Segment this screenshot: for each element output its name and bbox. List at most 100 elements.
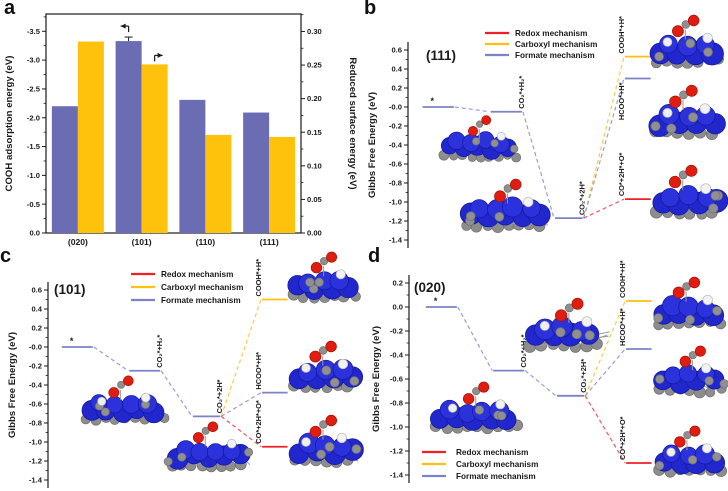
tick-label: -0.6 bbox=[390, 375, 403, 384]
right-axis-title: Reduced surface energy (eV) bbox=[347, 57, 358, 189]
atom bbox=[719, 379, 728, 389]
state-label: CO₂*+H₂* bbox=[155, 335, 164, 368]
tick-label-left: -2.0 bbox=[27, 113, 40, 122]
atom bbox=[108, 387, 120, 399]
axis-arrow-right-head bbox=[157, 52, 163, 58]
atom bbox=[700, 183, 712, 195]
tick-label: -0.2 bbox=[390, 327, 403, 336]
state-label: CO₂*+H₂* bbox=[517, 76, 526, 109]
atom bbox=[177, 452, 187, 462]
energy-diagram-c: 0.6 0.4 0.2 -0.0 -0.2 -0.4 -0.6 -0.8 -1.0 -1.2 -1.… bbox=[7, 251, 364, 488]
atom bbox=[336, 432, 347, 444]
atom bbox=[510, 178, 522, 191]
atom bbox=[666, 123, 677, 134]
connector-formate bbox=[524, 370, 557, 397]
tick-label-left: -2.5 bbox=[27, 85, 41, 94]
tick-label: -1.4 bbox=[390, 471, 404, 480]
bar-cooh-(020) bbox=[51, 106, 78, 233]
atom bbox=[571, 329, 582, 340]
atom bbox=[309, 425, 322, 438]
legend-label: Carboxyl mechanism bbox=[456, 460, 538, 469]
slab-co-2h-o-adsorbed bbox=[649, 164, 728, 220]
panel-letter-d: d bbox=[368, 245, 381, 267]
atom bbox=[688, 276, 701, 289]
atom bbox=[685, 84, 698, 97]
atom bbox=[201, 426, 210, 435]
atom bbox=[688, 112, 699, 123]
tick-label: 0.4 bbox=[391, 65, 402, 74]
atom bbox=[523, 196, 534, 208]
tick-label-left: -1.0 bbox=[27, 171, 40, 180]
atom bbox=[325, 340, 337, 353]
atom bbox=[687, 14, 700, 27]
slab-hcoo-h-adsorbed bbox=[648, 84, 726, 141]
atom bbox=[650, 121, 661, 132]
tick-label-left: -1.5 bbox=[27, 142, 41, 151]
state-label-initial: * bbox=[431, 96, 435, 106]
atom bbox=[206, 443, 225, 461]
atom bbox=[495, 399, 506, 410]
bar-surface-energy-(111) bbox=[269, 136, 296, 233]
atom bbox=[301, 437, 311, 447]
panel-c: c 0.6 0.4 0.2 -0.0 -0.2 -0.4 -0.6 -0.8 -1.0 -1.2 -… bbox=[0, 245, 364, 491]
atom bbox=[662, 107, 673, 118]
atom bbox=[687, 455, 698, 465]
atom bbox=[100, 407, 110, 417]
tick-label: -0.0 bbox=[29, 343, 42, 352]
surface-label: (101) bbox=[54, 282, 86, 297]
tick-label-right: 0.00 bbox=[307, 229, 322, 238]
atom bbox=[511, 152, 522, 163]
legend-label: Carboxyl mechanism bbox=[515, 40, 597, 49]
atom bbox=[702, 294, 713, 306]
slab-co-2h-o-adsorbed bbox=[653, 425, 728, 478]
connector-formate bbox=[457, 306, 493, 371]
tick-label-right: 0.20 bbox=[307, 94, 322, 103]
legend-label: Redox mechanism bbox=[161, 270, 233, 279]
atom bbox=[335, 269, 346, 280]
tick-label: -1.0 bbox=[390, 423, 403, 432]
category-label: (110) bbox=[196, 237, 216, 247]
panel-letter-c: c bbox=[0, 245, 12, 267]
atom bbox=[309, 350, 322, 363]
tick-label: 0.2 bbox=[31, 324, 42, 333]
tick-label: -1.2 bbox=[389, 217, 402, 226]
legend-label: Redox mechanism bbox=[515, 29, 587, 38]
tick-label: -0.4 bbox=[29, 381, 43, 390]
atom bbox=[123, 375, 134, 387]
slab-cooh-h-adsorbed bbox=[287, 251, 361, 304]
category-label: (111) bbox=[260, 237, 279, 247]
atom bbox=[472, 387, 481, 396]
energy-diagram-b: 0.6 0.4 0.2 -0.0 -0.2 -0.4 -0.6 -0.8 -1.0 -1.2 -1.… bbox=[367, 14, 728, 248]
atom bbox=[190, 442, 209, 462]
state-label: CO*+2H*+O* bbox=[618, 416, 627, 460]
atom bbox=[122, 395, 141, 414]
bar-cooh-(110) bbox=[179, 99, 206, 233]
category-label: (020) bbox=[68, 237, 88, 247]
tick-label: -1.0 bbox=[29, 438, 42, 447]
state-label: CO₂*+2H* bbox=[215, 379, 224, 413]
atom bbox=[704, 376, 714, 386]
atom bbox=[465, 211, 476, 221]
atom bbox=[192, 432, 204, 444]
panel-a: a 0.0 -0.5 -1.0 -1.5 -2.0 -2.5 -3.0 -3.5 0.00 0.0… bbox=[0, 0, 360, 248]
atom bbox=[539, 320, 550, 331]
tick-label-right: 0.15 bbox=[307, 128, 323, 137]
atom bbox=[668, 175, 682, 189]
atom bbox=[685, 164, 698, 177]
state-label-initial: * bbox=[434, 296, 438, 306]
energy-diagram: 0.6 0.4 0.2 -0.0 -0.2 -0.4 -0.6 -0.8 -1.0 -1.2 -1.… bbox=[7, 251, 364, 488]
atom bbox=[140, 392, 151, 403]
connector-formate bbox=[454, 106, 490, 113]
atom bbox=[662, 37, 673, 47]
state-label-initial: * bbox=[70, 336, 74, 346]
y-axis-title: Gibbs Free Energy (eV) bbox=[7, 332, 18, 438]
connector-formate bbox=[160, 370, 193, 417]
tick-label-left: -3.5 bbox=[27, 27, 41, 36]
connector-redox bbox=[583, 198, 625, 219]
atom bbox=[710, 190, 721, 201]
atom bbox=[672, 286, 685, 299]
slab-co2-2h-adsorbed bbox=[459, 178, 551, 233]
atom bbox=[703, 47, 713, 57]
atom bbox=[584, 330, 595, 341]
atom bbox=[685, 38, 696, 49]
